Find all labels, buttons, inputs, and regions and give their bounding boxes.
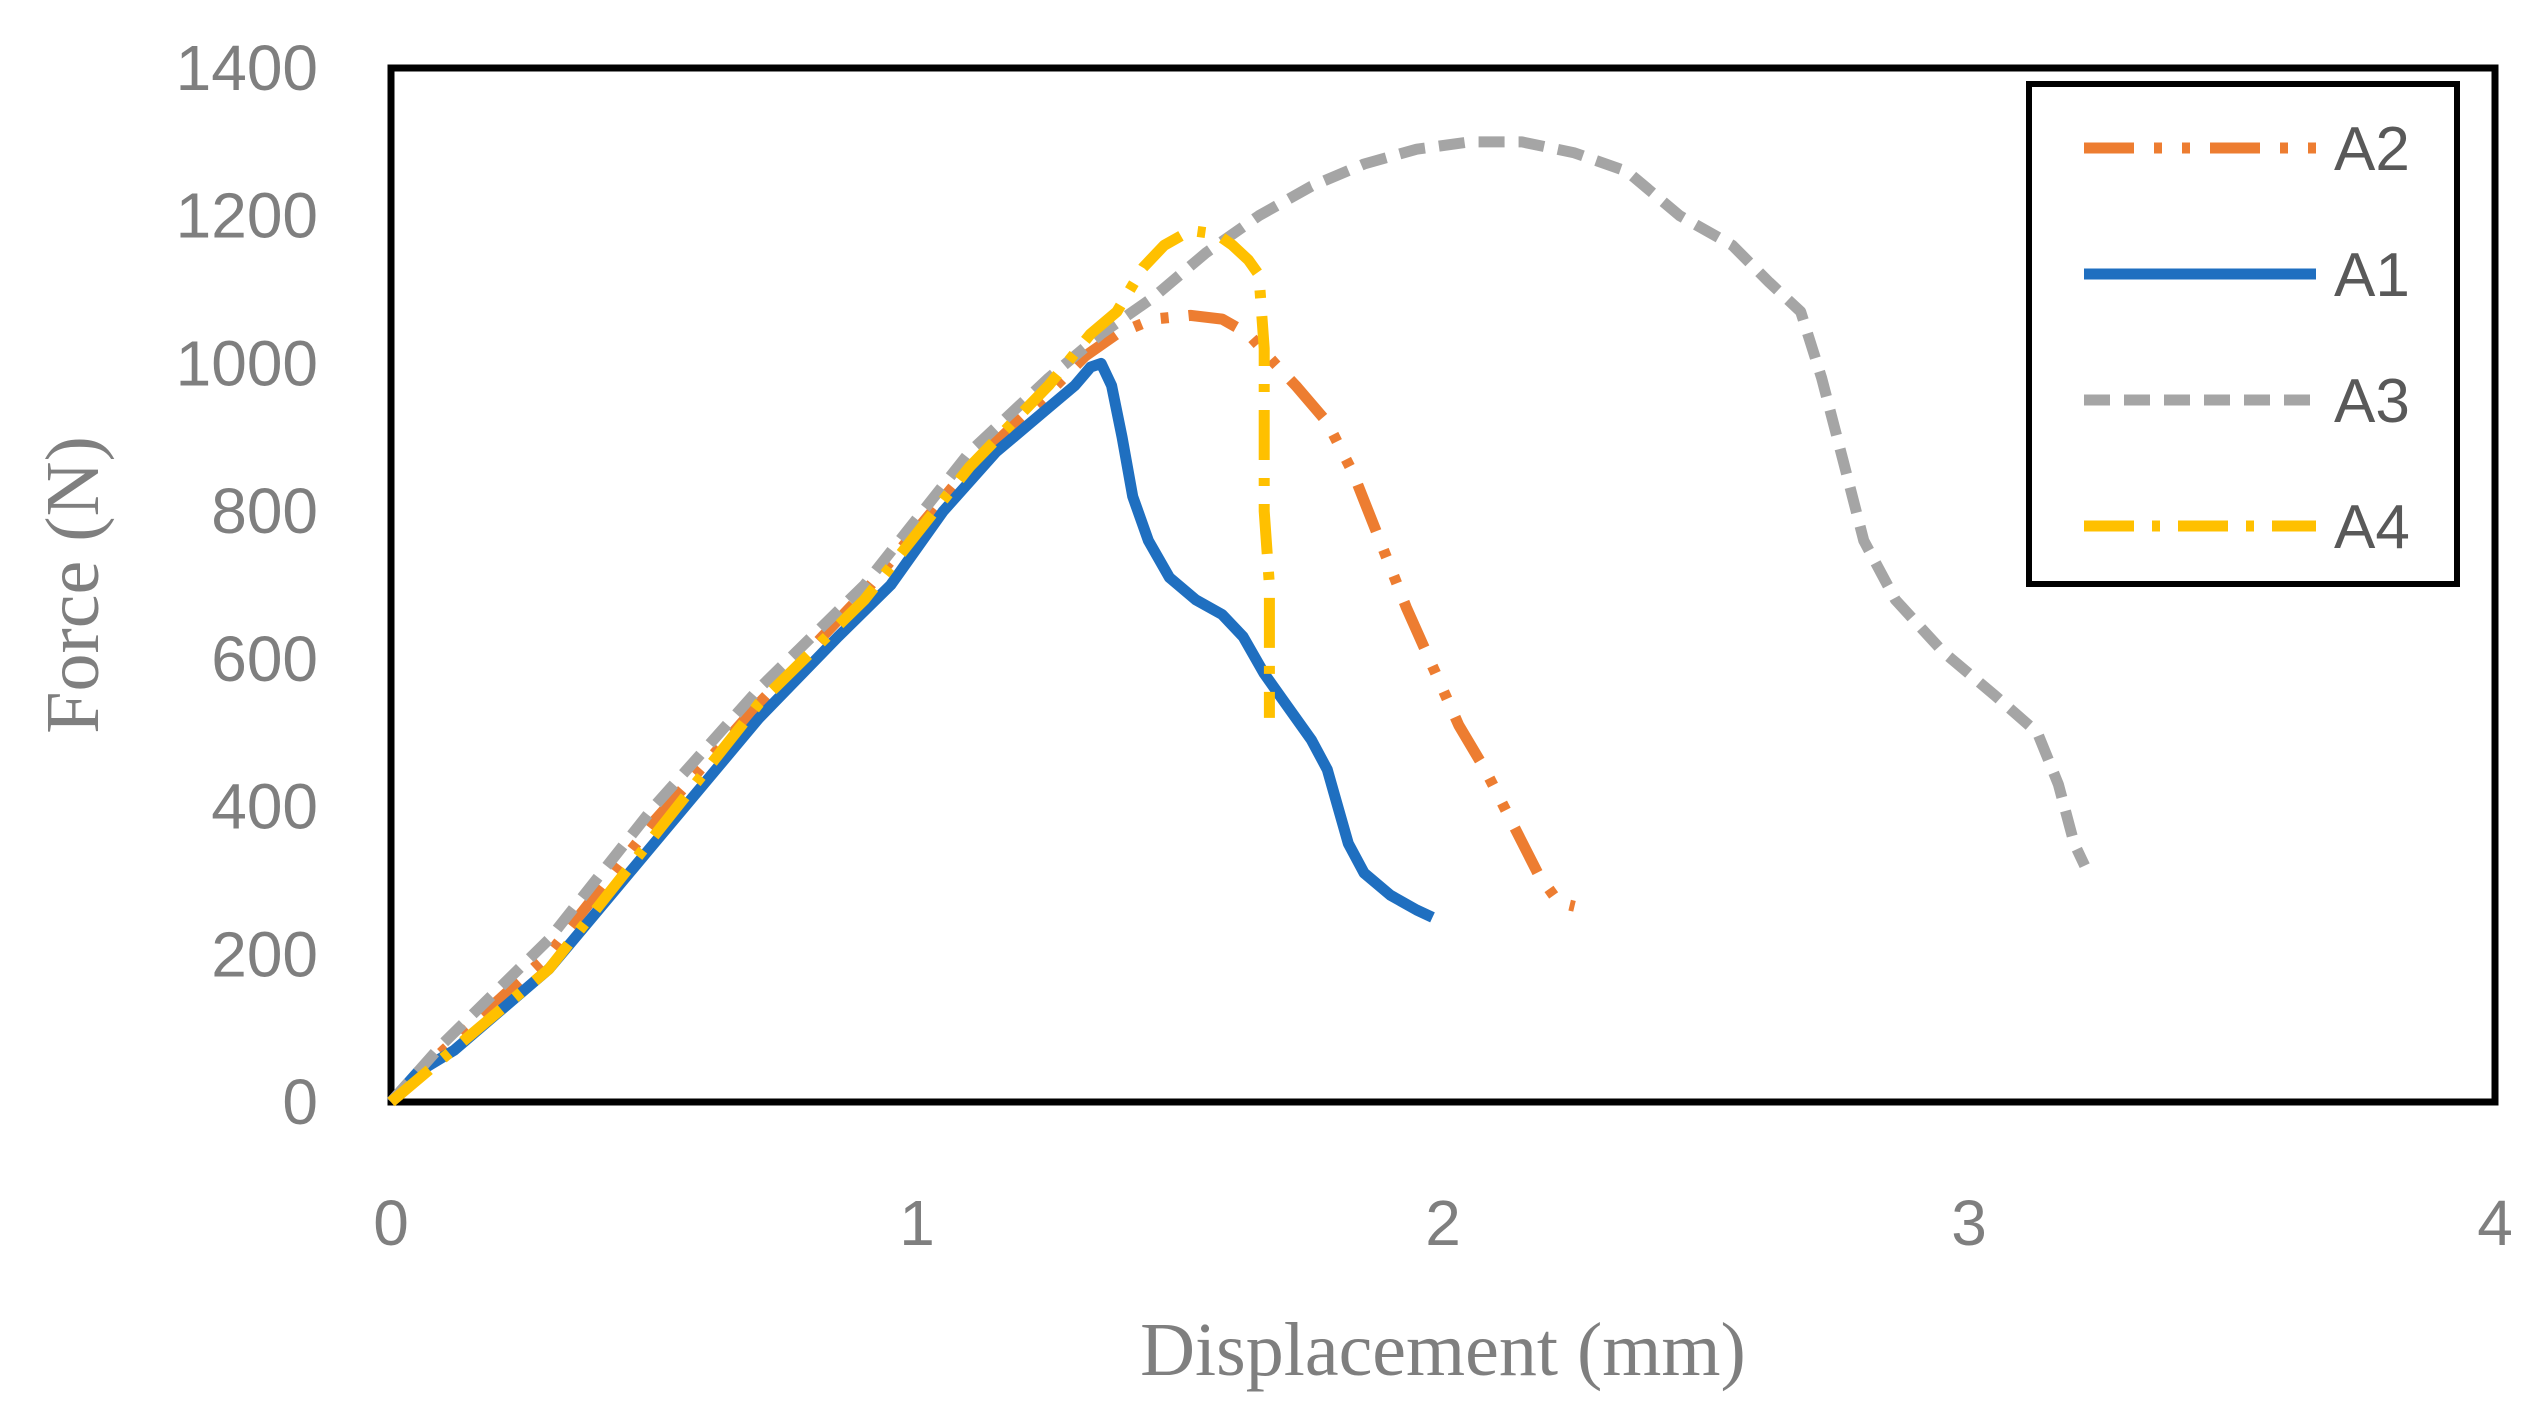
y-tick-label: 1200 <box>176 180 318 252</box>
legend-entries: A2 A1 A3 A4 <box>2084 115 2410 562</box>
y-tick-label: 1400 <box>176 32 318 104</box>
legend-label-a2: A2 <box>2334 115 2410 184</box>
x-axis-ticks: 0 1 2 3 4 <box>373 1187 2513 1259</box>
legend-box <box>2026 81 2460 587</box>
series-line-a1 <box>386 357 1435 1106</box>
y-tick-label: 600 <box>211 623 318 695</box>
x-tick-label: 3 <box>1951 1187 1987 1259</box>
legend: A2 A1 A3 A4 <box>2026 81 2460 587</box>
x-axis-title: Displacement (mm) <box>1140 1308 1746 1392</box>
series-layer <box>386 136 2090 1107</box>
x-tick-label: 0 <box>373 1187 409 1259</box>
series-line-a2 <box>387 309 1576 1106</box>
y-axis-title: Force (N) <box>31 436 115 734</box>
y-tick-label: 400 <box>211 771 318 843</box>
legend-label-a3: A3 <box>2334 367 2410 436</box>
y-axis-ticks: 0 200 400 600 800 1000 1200 1400 <box>176 32 318 1138</box>
y-tick-label: 800 <box>211 475 318 547</box>
y-tick-label: 0 <box>282 1066 318 1138</box>
series-line-a3 <box>386 136 2090 1106</box>
x-tick-label: 4 <box>2477 1187 2513 1259</box>
y-tick-label: 200 <box>211 918 318 990</box>
x-tick-label: 1 <box>899 1187 935 1259</box>
x-tick-label: 2 <box>1425 1187 1461 1259</box>
legend-label-a4: A4 <box>2334 493 2410 562</box>
y-tick-label: 1000 <box>176 327 318 399</box>
legend-label-a1: A1 <box>2334 241 2410 310</box>
series-line-a4 <box>387 225 1275 1107</box>
